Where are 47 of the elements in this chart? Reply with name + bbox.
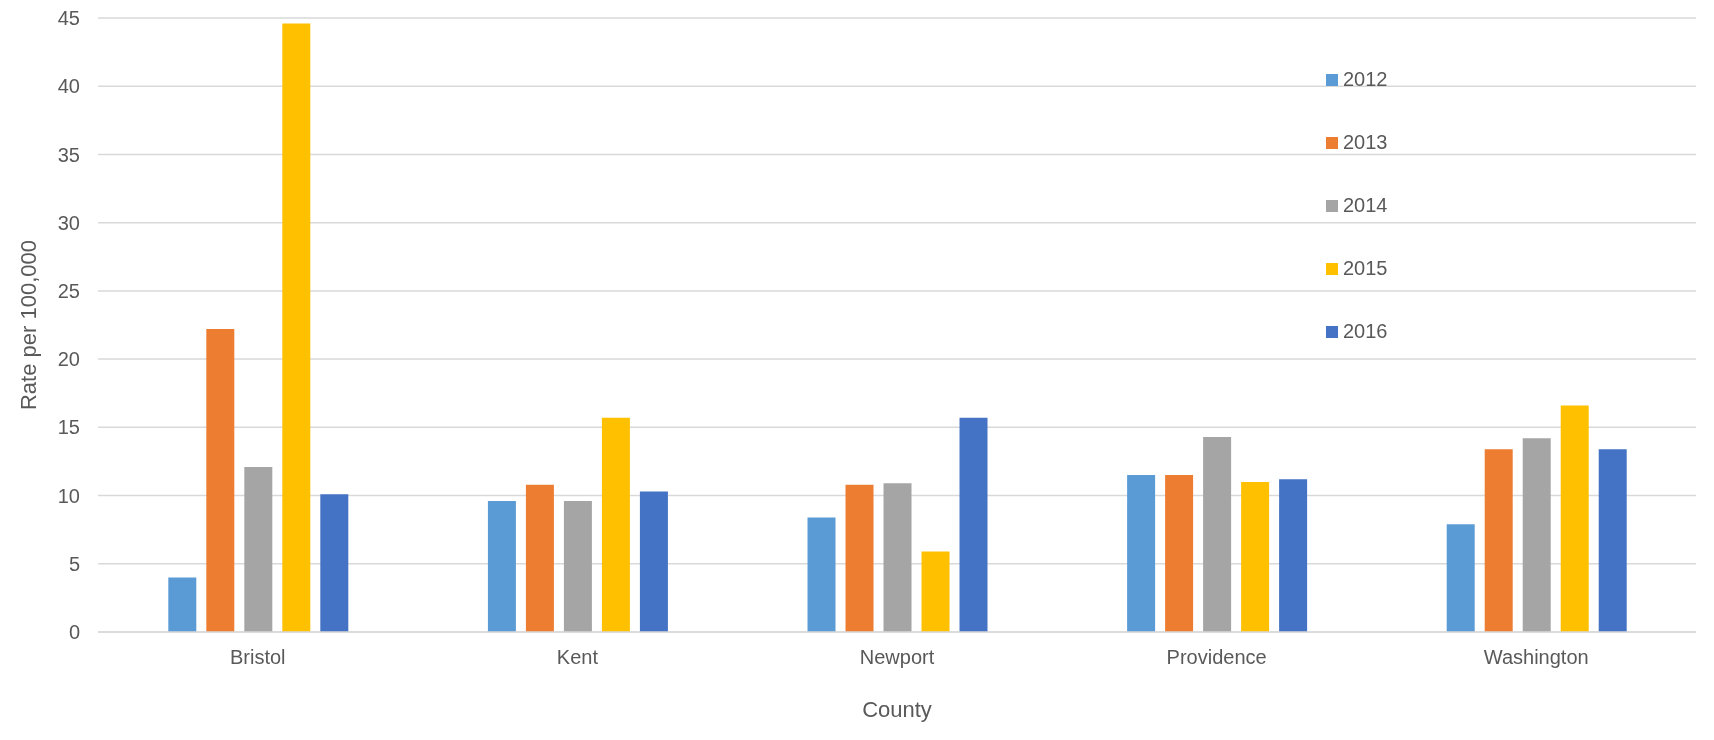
x-tick-label: Providence	[1166, 646, 1267, 669]
bar	[168, 577, 197, 632]
x-axis-title: County	[862, 697, 932, 722]
y-tick-label: 10	[57, 484, 80, 507]
bar	[1165, 475, 1194, 632]
legend-label: 2013	[1342, 130, 1388, 155]
bar	[1203, 436, 1232, 632]
x-tick-label: Kent	[556, 646, 599, 669]
legend-label: 2012	[1342, 67, 1388, 92]
legend-label: 2015	[1342, 256, 1388, 281]
x-tick-label: Bristol	[230, 646, 286, 669]
x-tick-label: Washington	[1483, 646, 1589, 669]
bar	[1484, 449, 1513, 632]
bar	[1560, 405, 1589, 632]
bar	[1241, 481, 1270, 632]
bar	[807, 517, 836, 632]
bar	[921, 551, 950, 632]
y-tick-label: 0	[68, 621, 80, 644]
bar	[1446, 524, 1475, 632]
bar	[525, 484, 554, 632]
legend-label: 2014	[1342, 193, 1388, 218]
bar	[206, 329, 235, 632]
y-tick-label: 5	[68, 552, 80, 575]
y-tick-label: 30	[57, 211, 80, 234]
bar	[845, 484, 874, 632]
bar	[1598, 449, 1627, 632]
bar	[601, 417, 630, 632]
y-tick-label: 40	[57, 75, 80, 98]
y-tick-label: 15	[57, 416, 80, 439]
bar	[487, 501, 516, 632]
bar	[1279, 479, 1308, 632]
bar	[244, 466, 273, 632]
bar	[1127, 475, 1156, 632]
bar	[1522, 438, 1551, 632]
bar	[563, 501, 592, 632]
y-tick-label: 20	[57, 348, 80, 371]
bar	[320, 494, 349, 632]
y-tick-label: 45	[57, 7, 80, 30]
bar	[282, 23, 311, 632]
y-axis-title: Rate per 100,000	[15, 239, 41, 411]
bar	[959, 417, 988, 632]
bar	[883, 483, 912, 632]
legend-label: 2016	[1342, 319, 1388, 344]
x-tick-label: Newport	[859, 646, 935, 669]
bar	[639, 491, 668, 632]
y-tick-label: 25	[57, 279, 80, 302]
y-tick-label: 35	[57, 143, 80, 166]
